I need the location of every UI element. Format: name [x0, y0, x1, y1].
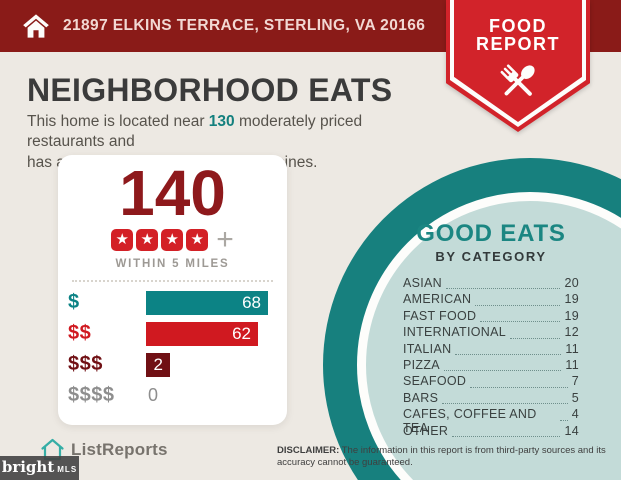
dotted-leader: [475, 304, 561, 306]
category-count: 5: [571, 390, 579, 405]
category-count: 7: [571, 374, 579, 389]
dotted-divider: [72, 279, 273, 282]
good-eats-subtitle: BY CATEGORY: [435, 249, 547, 264]
badge-title-line2: REPORT: [475, 34, 560, 54]
category-name: FAST FOOD: [403, 308, 477, 323]
category-row: OTHER 14: [403, 424, 579, 440]
price-bar-value: 2: [153, 354, 163, 374]
category-count: 11: [565, 357, 579, 372]
category-row: CAFES, COFFEE AND TEA 4: [403, 407, 579, 435]
category-count: 19: [564, 292, 579, 307]
category-count: 12: [564, 325, 579, 340]
dotted-leader: [442, 403, 568, 405]
price-level-label: $$: [68, 322, 92, 345]
food-report-badge: FOOD REPORT: [446, 0, 590, 132]
price-level-label: $$$: [68, 353, 103, 376]
dotted-leader: [455, 353, 562, 355]
price-bar: 62: [146, 321, 258, 346]
price-bar-row: $68: [68, 290, 287, 315]
price-bar-row: $$$ 2: [68, 352, 287, 377]
category-name: ASIAN: [403, 276, 443, 290]
badge-content: FOOD REPORT: [446, 0, 590, 132]
plus-sign: +: [216, 222, 234, 256]
category-name: ITALIAN: [403, 341, 452, 356]
category-name: OTHER: [403, 423, 449, 438]
category-row: PIZZA 11: [403, 358, 579, 374]
star-icon: ★: [111, 228, 134, 251]
dotted-leader: [480, 321, 561, 323]
category-row: FAST FOOD 19: [403, 309, 579, 325]
dotted-leader: [446, 288, 561, 290]
category-row: INTERNATIONAL 12: [403, 325, 579, 341]
category-name: PIZZA: [403, 357, 440, 372]
disclaimer-line1: The information in this report is from t…: [341, 445, 606, 456]
dotted-leader: [470, 386, 568, 388]
listreports-logo: ListReports: [40, 438, 168, 461]
price-bar-value: 68: [242, 292, 261, 312]
category-count: 14: [564, 423, 579, 438]
category-name: SEAFOOD: [403, 374, 467, 389]
category-count: 4: [571, 407, 579, 422]
dotted-leader: [509, 337, 561, 339]
summary-segment: This home is located near: [27, 113, 209, 130]
price-bar-row: $$$$ 0: [68, 384, 287, 408]
category-count: 20: [564, 276, 579, 290]
price-level-label: $: [68, 291, 80, 314]
restaurant-total-count: 140: [119, 157, 226, 229]
disclaimer-line2: accuracy cannot be guaranteed.: [277, 457, 413, 469]
listreports-wordmark: ListReports: [71, 439, 168, 459]
category-list: ASIAN 20 AMERICAN 19 FAST FOOD 19 INTERNATIONA…: [403, 276, 579, 440]
dotted-leader: [452, 435, 561, 437]
category-row: ITALIAN 11: [403, 342, 579, 358]
page-title: NEIGHBORHOOD EATS: [27, 72, 393, 108]
restaurant-stats-card: 140 ★ ★ ★ ★ + WITHIN 5 MILES $68 $$ 62 $$$ 2 $$$$…: [58, 155, 287, 425]
category-name: INTERNATIONAL: [403, 325, 506, 340]
category-row: BARS 5: [403, 391, 579, 407]
category-name: AMERICAN: [403, 292, 472, 307]
restaurant-count-highlight: 130: [208, 113, 235, 130]
summary-segment: moderately priced restaurants and: [27, 113, 363, 151]
badge-title-line1: FOOD: [489, 16, 547, 36]
bright-mls-watermark: bright MLS: [0, 456, 79, 480]
star-icon: ★: [161, 228, 184, 251]
dotted-leader: [559, 419, 568, 421]
mls-label: MLS: [57, 465, 78, 474]
price-level-bar-chart: $68 $$ 62 $$$ 2 $$$$ 0: [58, 282, 287, 408]
radius-label: WITHIN 5 MILES: [115, 257, 230, 270]
bright-wordmark: bright: [1, 458, 55, 476]
price-bar: 68: [146, 290, 268, 315]
category-row: ASIAN 20: [403, 276, 579, 292]
crossed-utensils-icon: [500, 64, 535, 96]
disclaimer-text: DISCLAIMER: The information in this repo…: [277, 445, 613, 470]
good-eats-panel: GOOD EATS BY CATEGORY ASIAN 20 AMERICAN 19 F…: [403, 220, 579, 440]
price-bar-value: 62: [232, 323, 251, 343]
home-icon: [23, 14, 49, 38]
category-row: SEAFOOD 7: [403, 374, 579, 390]
dotted-leader: [443, 370, 562, 372]
good-eats-title: GOOD EATS: [416, 220, 566, 247]
star-icon: ★: [186, 228, 209, 251]
category-row: AMERICAN 19: [403, 292, 579, 308]
category-count: 11: [565, 341, 579, 356]
star-icon: ★: [136, 228, 159, 251]
price-bar-value: 0: [148, 385, 159, 406]
category-name: BARS: [403, 390, 439, 405]
rating-stars: ★ ★ ★ ★ +: [58, 222, 287, 256]
property-address: 21897 ELKINS TERRACE, STERLING, VA 20166: [63, 17, 426, 34]
disclaimer-label: DISCLAIMER:: [277, 445, 340, 456]
price-level-label: $$$$: [68, 384, 115, 407]
category-count: 19: [564, 308, 579, 323]
price-bar: 2: [146, 352, 170, 377]
category-name: CAFES, COFFEE AND TEA: [403, 407, 537, 436]
price-bar-row: $$ 62: [68, 321, 287, 346]
